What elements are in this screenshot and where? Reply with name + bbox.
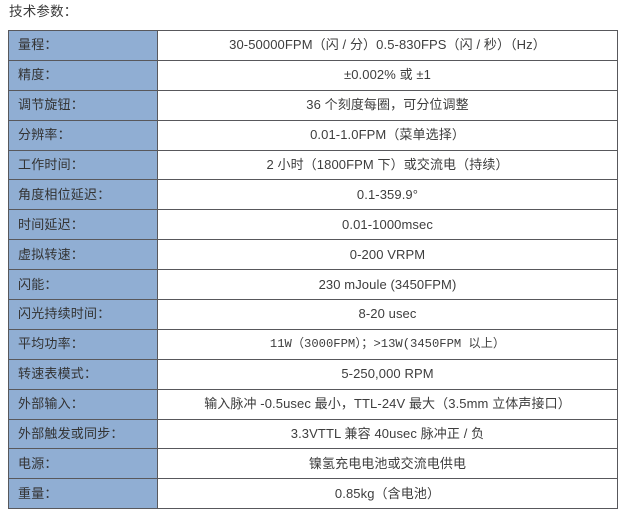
table-row: 精度： ±0.002% 或 ±1 (8, 59, 618, 91)
page-title: 技术参数： (9, 4, 78, 19)
spec-label-cell: 量程： (8, 30, 158, 61)
table-row: 外部触发或同步： 3.3VTTL 兼容 40usec 脉冲正 / 负 (8, 418, 618, 450)
table-row: 调节旋钮： 36 个刻度每圈，可分位调整 (8, 89, 618, 121)
table-body: 量程： 30-50000FPM（闪 / 分）0.5-830FPS（闪 / 秒）（H… (8, 30, 618, 509)
table-row: 电源： 镍氢充电电池或交流电供电 (8, 448, 618, 480)
spec-value-cell: 8-20 usec (157, 299, 618, 330)
table-row: 闪光持续时间： 8-20 usec (8, 299, 618, 330)
spec-value-cell: 输入脉冲 -0.5usec 最小，TTL-24V 最大（3.5mm 立体声接口） (157, 388, 618, 420)
table-row: 转速表模式： 5-250,000 RPM (8, 358, 618, 390)
spec-value-cell: 0.1-359.9° (157, 179, 618, 211)
spec-value-cell: 30-50000FPM（闪 / 分）0.5-830FPS（闪 / 秒）（Hz） (157, 30, 618, 61)
spec-value-cell: ±0.002% 或 ±1 (157, 59, 618, 91)
spec-label-cell: 调节旋钮： (8, 89, 158, 121)
spec-label-cell: 虚拟转速： (8, 239, 158, 271)
spec-label-cell: 工作时间： (8, 149, 158, 181)
table-row: 虚拟转速： 0-200 VRPM (8, 239, 618, 271)
spec-label-cell: 时间延迟： (8, 209, 158, 241)
spec-value-cell: 11W（3000FPM）；>13W(3450FPM 以上） (157, 328, 618, 360)
spec-label-cell: 闪能： (8, 269, 158, 301)
spec-label-cell: 转速表模式： (8, 358, 158, 390)
spec-value-cell: 5-250,000 RPM (157, 358, 618, 390)
spec-label-cell: 平均功率： (8, 328, 158, 360)
spec-value-cell: 0-200 VRPM (157, 239, 618, 271)
spec-value-cell: 0.01-1000msec (157, 209, 618, 241)
spec-value-cell: 36 个刻度每圈，可分位调整 (157, 89, 618, 121)
document-page: 技术参数： 量程： 30-50000FPM（闪 / 分）0.5-830FPS（闪 … (8, 4, 618, 509)
table-row: 闪能： 230 mJoule (3450FPM) (8, 269, 618, 301)
spec-label-cell: 角度相位延迟： (8, 179, 158, 211)
table-row: 工作时间： 2 小时（1800FPM 下）或交流电（持续） (8, 149, 618, 181)
table-row: 平均功率： 11W（3000FPM）；>13W(3450FPM 以上） (8, 328, 618, 360)
table-row: 分辨率： 0.01-1.0FPM（菜单选择） (8, 119, 618, 151)
spec-value-cell: 镍氢充电电池或交流电供电 (157, 448, 618, 480)
spec-label-cell: 电源： (8, 448, 158, 480)
spec-value-cell: 230 mJoule (3450FPM) (157, 269, 618, 301)
spec-value-cell: 2 小时（1800FPM 下）或交流电（持续） (157, 149, 618, 181)
table-row: 角度相位延迟： 0.1-359.9° (8, 179, 618, 211)
table-row: 时间延迟： 0.01-1000msec (8, 209, 618, 241)
spec-label-cell: 精度： (8, 59, 158, 91)
table-row: 重量： 0.85kg（含电池） (8, 478, 618, 509)
table-row: 量程： 30-50000FPM（闪 / 分）0.5-830FPS（闪 / 秒）（H… (8, 30, 618, 61)
spec-value-cell: 3.3VTTL 兼容 40usec 脉冲正 / 负 (157, 418, 618, 450)
spec-value-cell: 0.85kg（含电池） (157, 478, 618, 509)
table-row: 外部输入： 输入脉冲 -0.5usec 最小，TTL-24V 最大（3.5mm 立… (8, 388, 618, 420)
spec-label-cell: 外部触发或同步： (8, 418, 158, 450)
spec-label-cell: 重量： (8, 478, 158, 509)
spec-label-cell: 闪光持续时间： (8, 299, 158, 330)
spec-value-cell: 0.01-1.0FPM（菜单选择） (157, 119, 618, 151)
spec-label-cell: 外部输入： (8, 388, 158, 420)
technical-specifications-table: 量程： 30-50000FPM（闪 / 分）0.5-830FPS（闪 / 秒）（H… (8, 30, 618, 509)
spec-label-cell: 分辨率： (8, 119, 158, 151)
